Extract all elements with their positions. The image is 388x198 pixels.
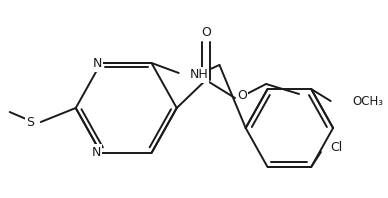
Text: N: N: [92, 146, 101, 159]
Text: S: S: [26, 115, 34, 129]
Text: NH: NH: [189, 69, 208, 81]
Text: N: N: [92, 57, 102, 70]
Text: OCH₃: OCH₃: [352, 94, 383, 108]
Text: O: O: [237, 89, 247, 102]
Text: Cl: Cl: [331, 142, 343, 154]
Text: O: O: [201, 26, 211, 38]
